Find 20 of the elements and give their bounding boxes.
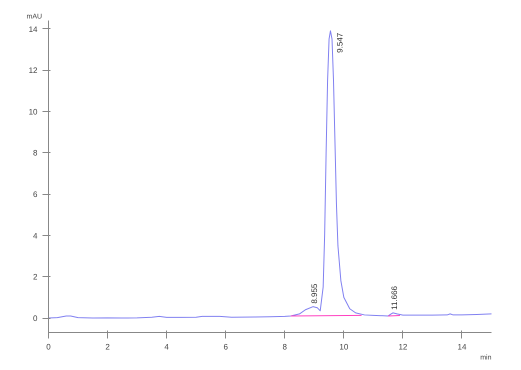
x-tick-label: 10 <box>339 342 349 352</box>
line-series <box>48 30 492 319</box>
annotation: 11.666 <box>390 285 400 310</box>
x-tick-label: 8 <box>282 342 288 352</box>
y-tick-label: 14 <box>28 24 38 34</box>
x-tick-label: 12 <box>398 342 408 352</box>
annotation: 9.547 <box>335 32 344 53</box>
y-tick-label: 2 <box>33 272 38 282</box>
y-tick-label: 8 <box>33 148 38 158</box>
x-tick-label: 4 <box>164 342 170 352</box>
y-tick-label: 10 <box>28 107 38 116</box>
y-tick-label: 4 <box>33 231 38 240</box>
annotation: 8.955 <box>310 283 319 304</box>
x-tick-label: 6 <box>223 342 228 352</box>
y-tick-label: 6 <box>33 190 38 200</box>
x-tick-label: 0 <box>46 342 52 352</box>
x-tick-label: 14 <box>458 342 467 352</box>
y-tick-label: 12 <box>28 66 38 76</box>
y-tick-label: 0 <box>33 314 38 324</box>
x-tick-label: 2 <box>105 342 110 352</box>
